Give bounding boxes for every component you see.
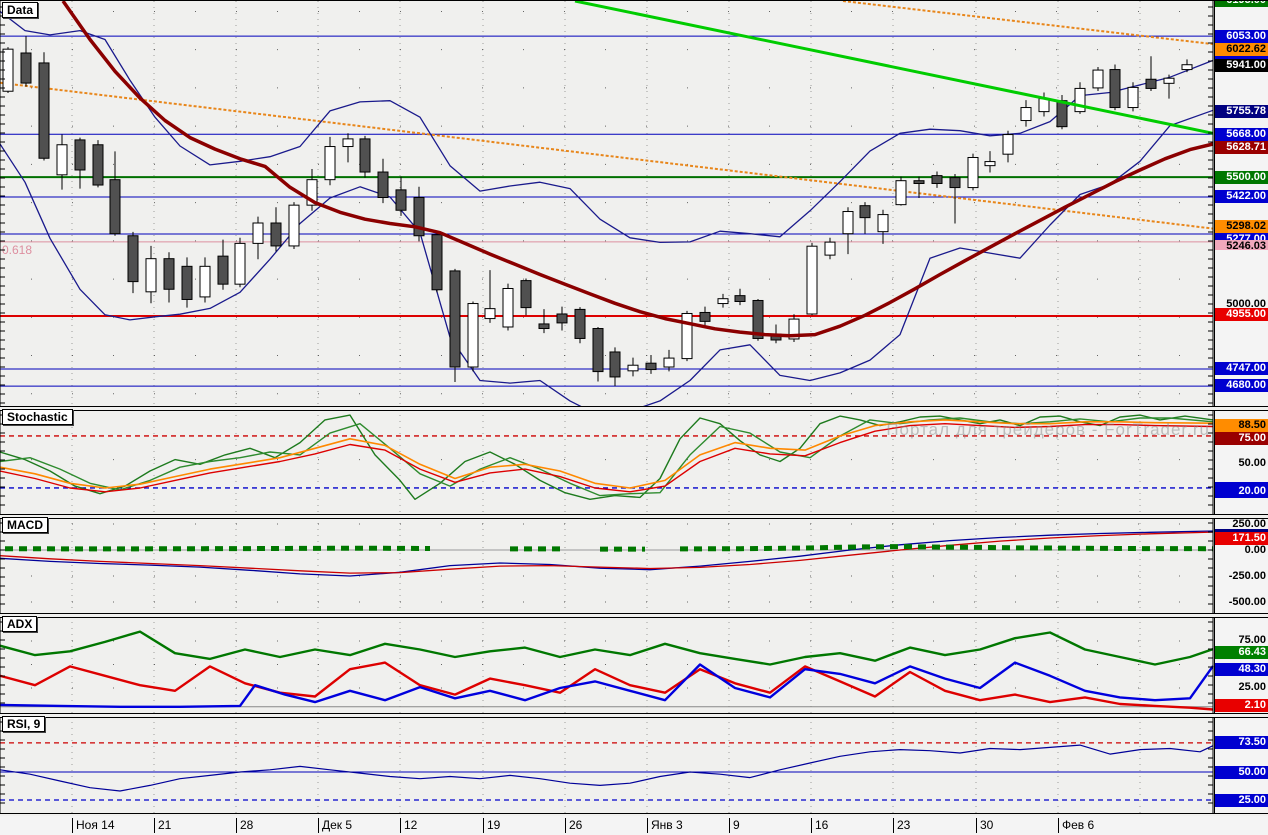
panel-data-plot[interactable]: 0.618 (0, 1, 1214, 406)
price-label-data: 5000.00 (1226, 298, 1266, 310)
price-label-stochastic: 75.00 (1215, 432, 1268, 445)
panel-separator[interactable] (0, 613, 1268, 618)
price-label-adx: 2.10 (1215, 699, 1268, 712)
panel-stochastic-plot[interactable] (0, 409, 1214, 514)
price-label-adx: 48.30 (1215, 663, 1268, 676)
price-label-data: 6053.00 (1215, 30, 1268, 43)
price-label-data: 5246.03 (1215, 240, 1268, 250)
price-label-data: 6195.00 (1215, 1, 1268, 7)
price-label-data: 5500.00 (1215, 171, 1268, 184)
price-label-adx: 25.00 (1238, 681, 1266, 693)
price-label-data: 5298.02 (1215, 220, 1268, 233)
price-label-sliver (1215, 529, 1268, 532)
panel-title-stochastic[interactable]: Stochastic (2, 409, 73, 425)
panel-rsi-plot[interactable] (0, 716, 1214, 813)
price-label-data: 4955.00 (1215, 308, 1268, 321)
x-axis-label: 9 (729, 818, 740, 833)
x-axis-label: 19 (483, 818, 500, 833)
price-label-stochastic: 88.50 (1215, 419, 1268, 432)
price-label-data: 4680.00 (1215, 379, 1268, 392)
price-label-macd: -250.00 (1228, 570, 1266, 582)
panel-title-adx[interactable]: ADX (2, 616, 38, 632)
price-label-macd: 171.50 (1215, 532, 1268, 545)
price-label-rsi: 25.00 (1215, 794, 1268, 807)
price-label-sliver (1215, 56, 1268, 59)
panel-title-rsi[interactable]: RSI, 9 (2, 716, 46, 732)
panel-separator[interactable] (0, 406, 1268, 411)
price-label-data: 5941.00 (1215, 59, 1268, 72)
x-axis-label: 21 (154, 818, 171, 833)
x-axis-label: 28 (236, 818, 253, 833)
x-axis-label: 30 (976, 818, 993, 833)
x-axis-label: 26 (565, 818, 582, 833)
x-axis-label: Фев 6 (1058, 818, 1094, 833)
price-label-sliver (1215, 482, 1268, 485)
x-axis-label: 12 (400, 818, 417, 833)
price-label-stochastic: 20.00 (1215, 485, 1268, 498)
x-axis-label: Дек 5 (318, 818, 352, 833)
panel-separator[interactable] (0, 514, 1268, 519)
watermark: Портал для трейдеров - ForTrader.ru (886, 420, 1210, 439)
price-label-macd: -500.00 (1228, 596, 1266, 608)
price-label-data: 6022.62 (1215, 43, 1268, 56)
price-label-adx: 75.00 (1238, 634, 1266, 646)
price-label-data: 5422.00 (1215, 190, 1268, 203)
x-axis: Ноя 14 21 28 Дек 5 12 19 26 Янв 3 9 16 23 30 Фев 6 (0, 816, 1268, 835)
x-axis-label: 16 (811, 818, 828, 833)
price-label-data: 5668.00 (1215, 128, 1268, 141)
price-label-data: 5277.00 (1215, 233, 1268, 240)
price-label-macd: 0.00 (1244, 544, 1266, 556)
price-label-stochastic: 50.00 (1238, 457, 1266, 469)
panel-title-macd[interactable]: MACD (2, 517, 48, 533)
price-label-data: 4747.00 (1215, 362, 1268, 375)
panel-macd-plot[interactable] (0, 517, 1214, 613)
price-label-adx: 66.43 (1215, 646, 1268, 659)
price-label-macd: 250.00 (1232, 518, 1266, 530)
panel-separator[interactable] (0, 713, 1268, 718)
price-label-data: 5628.71 (1215, 141, 1268, 154)
x-axis-label: 23 (893, 818, 910, 833)
price-label-rsi: 73.50 (1215, 736, 1268, 749)
price-label-rsi: 50.00 (1215, 766, 1268, 779)
fib-level-label: 0.618 (2, 243, 32, 257)
panel-adx-plot[interactable] (0, 616, 1214, 713)
x-axis-label: Ноя 14 (72, 818, 115, 833)
panel-title-data[interactable]: Data (2, 2, 39, 18)
x-axis-label: Янв 3 (647, 818, 683, 833)
price-label-data: 5755.78 (1215, 105, 1268, 118)
